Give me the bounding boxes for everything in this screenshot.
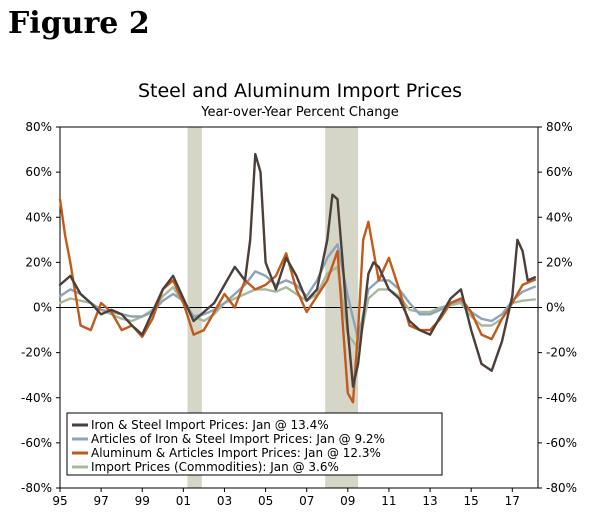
x-tick-label: 09 <box>340 494 355 508</box>
x-tick-label: 97 <box>93 494 108 508</box>
y-tick-label-left: 40% <box>25 210 52 224</box>
y-tick-label-left: 0% <box>33 301 52 315</box>
y-tick-label-right: 40% <box>546 210 573 224</box>
series-line-1 <box>58 152 537 388</box>
y-tick-label-right: -60% <box>546 436 577 450</box>
x-tick-label: 03 <box>217 494 232 508</box>
x-tick-label: 95 <box>52 494 67 508</box>
y-tick-label-left: -20% <box>21 346 52 360</box>
x-tick-label: 05 <box>258 494 273 508</box>
y-tick-label-right: 20% <box>546 255 573 269</box>
legend-label-1: Iron & Steel Import Prices: Jan @ 13.4% <box>91 418 329 432</box>
y-tick-label-right: 0% <box>546 301 565 315</box>
x-tick-label: 11 <box>381 494 396 508</box>
series-line-4 <box>58 265 537 350</box>
y-tick-label-left: 20% <box>25 255 52 269</box>
y-tick-label-left: 80% <box>25 120 52 134</box>
figure-label: Figure 2 <box>8 6 150 41</box>
y-tick-label-right: -80% <box>546 481 577 495</box>
legend-label-3: Aluminum & Articles Import Prices: Jan @… <box>91 446 381 460</box>
y-tick-label-right: 60% <box>546 165 573 179</box>
x-tick-label: 15 <box>464 494 479 508</box>
x-tick-label: 17 <box>505 494 520 508</box>
y-tick-label-left: -80% <box>21 481 52 495</box>
y-tick-label-right: -20% <box>546 346 577 360</box>
y-tick-label-right: 80% <box>546 120 573 134</box>
x-tick-label: 01 <box>176 494 191 508</box>
chart-title: Steel and Aluminum Import Prices <box>138 80 462 102</box>
x-tick-label: 13 <box>422 494 437 508</box>
legend-label-4: Import Prices (Commodities): Jan @ 3.6% <box>91 460 339 474</box>
x-tick-label: 99 <box>135 494 150 508</box>
chart-subtitle: Year-over-Year Percent Change <box>200 105 398 120</box>
y-tick-label-left: 60% <box>25 165 52 179</box>
legend-label-2: Articles of Iron & Steel Import Prices: … <box>91 432 385 446</box>
y-tick-label-right: -40% <box>546 391 577 405</box>
legend-box <box>66 412 443 476</box>
y-tick-label-left: -60% <box>21 436 52 450</box>
x-tick-label: 07 <box>299 494 314 508</box>
y-tick-label-left: -40% <box>21 391 52 405</box>
